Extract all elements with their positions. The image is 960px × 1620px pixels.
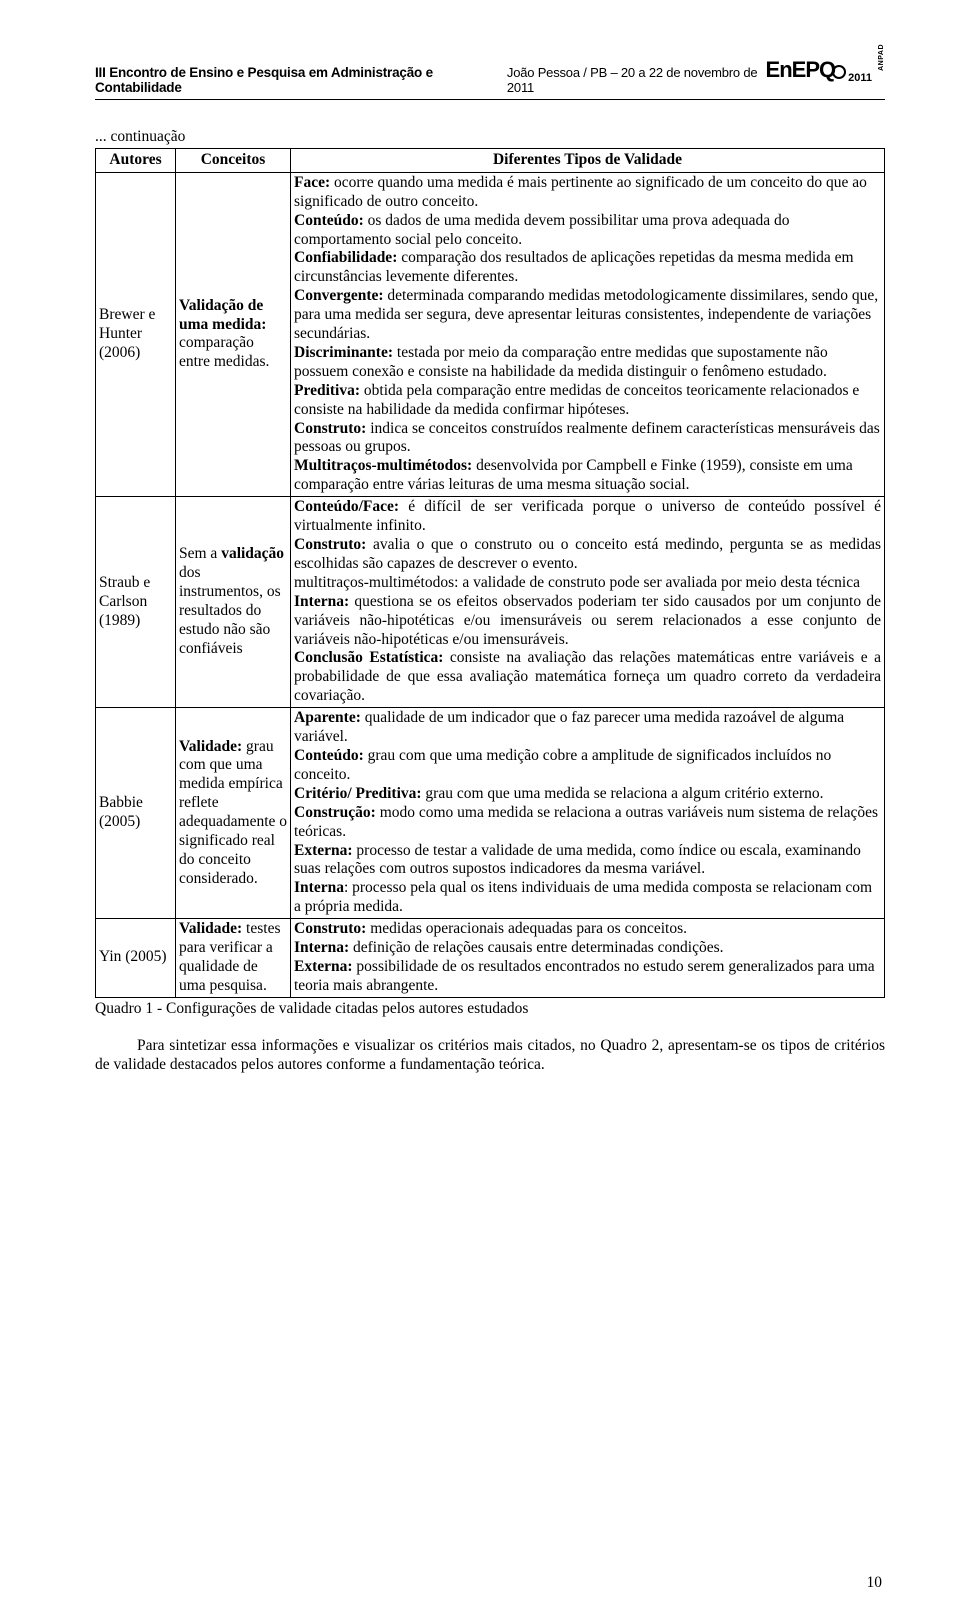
types-cell: Construto: medidas operacionais adequada…: [291, 919, 885, 998]
validity-type-line: Construto: indica se conceitos construíd…: [294, 420, 881, 458]
table-caption: Quadro 1 - Configurações de validade cit…: [95, 1000, 885, 1018]
validity-type-line: Conteúdo: os dados de uma medida devem p…: [294, 212, 881, 250]
enepq-logo: En EPQ 2011 ANPAD: [766, 50, 885, 83]
authors-cell: Straub e Carlson (1989): [96, 497, 176, 708]
validity-type-line: Multitraços-multimétodos: desenvolvida p…: [294, 457, 881, 495]
validity-type-line: Externa: processo de testar a validade d…: [294, 842, 881, 880]
validity-type-line: Aparente: qualidade de um indicador que …: [294, 709, 881, 747]
types-cell: Face: ocorre quando uma medida é mais pe…: [291, 172, 885, 496]
validity-type-line: Discriminante: testada por meio da compa…: [294, 344, 881, 382]
concepts-cell: Sem a validação dos instrumentos, os res…: [176, 497, 291, 708]
validity-type-line: Interna: questiona se os efeitos observa…: [294, 593, 881, 650]
validity-type-line: Externa: possibilidade de os resultados …: [294, 958, 881, 996]
authors-cell: Babbie (2005): [96, 708, 176, 919]
continuation-label: ... continuação: [95, 128, 885, 146]
table-row: Straub e Carlson (1989)Sem a validação d…: [96, 497, 885, 708]
page-header: III Encontro de Ensino e Pesquisa em Adm…: [95, 50, 885, 100]
validity-type-line: Preditiva: obtida pela comparação entre …: [294, 382, 881, 420]
concepts-cell: Validação de uma medida: comparação entr…: [176, 172, 291, 496]
validity-type-line: Conteúdo/Face: é difícil de ser verifica…: [294, 498, 881, 536]
logo-en: En: [766, 57, 792, 83]
summary-paragraph: Para sintetizar essa informações e visua…: [95, 1036, 885, 1074]
event-location: João Pessoa / PB – 20 a 22 de novembro d…: [507, 65, 766, 95]
col-header-conceitos: Conceitos: [176, 148, 291, 172]
concepts-cell: Validade: grau com que uma medida empíri…: [176, 708, 291, 919]
authors-cell: Brewer e Hunter (2006): [96, 172, 176, 496]
summary-text: Para sintetizar essa informações e visua…: [95, 1037, 885, 1073]
validity-type-line: Construção: modo como uma medida se rela…: [294, 804, 881, 842]
col-header-autores: Autores: [96, 148, 176, 172]
table-row: Babbie (2005)Validade: grau com que uma …: [96, 708, 885, 919]
page-number: 10: [867, 1574, 883, 1592]
logo-anpad: ANPAD: [878, 44, 885, 71]
concepts-cell: Validade: testes para verificar a qualid…: [176, 919, 291, 998]
validity-table: Autores Conceitos Diferentes Tipos de Va…: [95, 148, 885, 998]
authors-cell: Yin (2005): [96, 919, 176, 998]
validity-type-line: Construto: medidas operacionais adequada…: [294, 920, 881, 939]
validity-type-line: multitraços-multimétodos: a validade de …: [294, 574, 881, 593]
table-row: Brewer e Hunter (2006)Validação de uma m…: [96, 172, 885, 496]
logo-epq: EPQ: [792, 57, 835, 83]
event-title: III Encontro de Ensino e Pesquisa em Adm…: [95, 65, 489, 95]
logo-glass-icon: [832, 65, 846, 79]
validity-type-line: Interna: definição de relações causais e…: [294, 939, 881, 958]
validity-type-line: Conclusão Estatística: consiste na avali…: [294, 649, 881, 706]
validity-type-line: Confiabilidade: comparação dos resultado…: [294, 249, 881, 287]
validity-type-line: Face: ocorre quando uma medida é mais pe…: [294, 174, 881, 212]
validity-type-line: Construto: avalia o que o construto ou o…: [294, 536, 881, 574]
types-cell: Aparente: qualidade de um indicador que …: [291, 708, 885, 919]
table-row: Yin (2005)Validade: testes para verifica…: [96, 919, 885, 998]
col-header-tipos: Diferentes Tipos de Validade: [291, 148, 885, 172]
types-cell: Conteúdo/Face: é difícil de ser verifica…: [291, 497, 885, 708]
validity-type-line: Interna: processo pela qual os itens ind…: [294, 879, 881, 917]
header-left: III Encontro de Ensino e Pesquisa em Adm…: [95, 65, 766, 95]
table-header-row: Autores Conceitos Diferentes Tipos de Va…: [96, 148, 885, 172]
validity-type-line: Conteúdo: grau com que uma medição cobre…: [294, 747, 881, 785]
validity-type-line: Convergente: determinada comparando medi…: [294, 287, 881, 344]
logo-year: 2011: [848, 72, 872, 84]
validity-type-line: Critério/ Preditiva: grau com que uma me…: [294, 785, 881, 804]
